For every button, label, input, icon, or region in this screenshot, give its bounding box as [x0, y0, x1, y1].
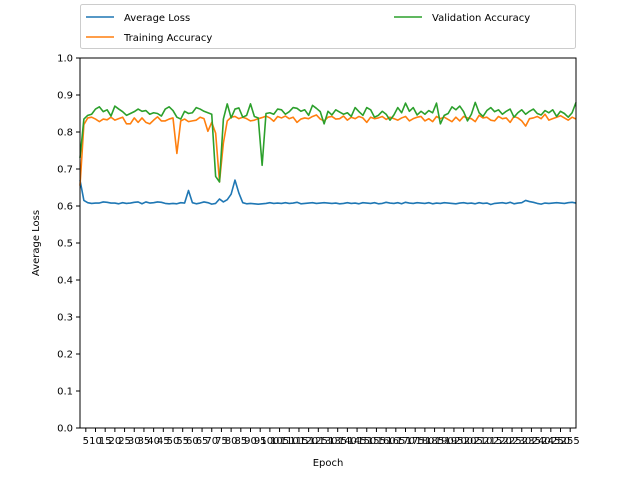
x-tick-label: 215	[483, 436, 502, 447]
y-tick-label: 0.0	[57, 424, 73, 435]
x-tick-label: 105	[270, 436, 289, 447]
y-tick-label: 1.0	[57, 54, 73, 65]
x-tick-label: 235	[522, 436, 541, 447]
x-tick-label: 150	[357, 436, 376, 447]
x-tick-label: 180	[415, 436, 434, 447]
series-line-validation-accuracy	[79, 101, 577, 183]
x-tick-label: 120	[299, 436, 318, 447]
y-tick-label: 0.6	[57, 202, 73, 213]
y-tick-label: 0.3	[57, 313, 73, 324]
x-tick-label: 115	[289, 436, 308, 447]
plot-frame	[79, 57, 577, 429]
x-tick-label: 165	[386, 436, 405, 447]
x-tick-label: 10	[89, 436, 102, 447]
x-tick-label: 250	[551, 436, 570, 447]
y-tick-label: 0.8	[57, 128, 73, 139]
x-axis-ticks: 5 101520253035404550556065707580859095100…	[83, 428, 580, 447]
x-tick-label: 175	[406, 436, 425, 447]
x-tick-label: 15	[99, 436, 112, 447]
x-tick-label: 25	[118, 436, 131, 447]
x-tick-label: 185	[425, 436, 444, 447]
x-tick-label: 65	[196, 436, 209, 447]
x-tick-label: 60	[186, 436, 199, 447]
x-tick-label: 240	[532, 436, 551, 447]
y-axis-ticks: 0.0 0.1 0.2 0.3 0.4 0.5 0.6 0.7 0.8 0.9 1.0	[57, 54, 80, 435]
x-tick-label: 190	[435, 436, 454, 447]
x-tick-label: 80	[225, 436, 238, 447]
x-tick-label: 225	[503, 436, 522, 447]
x-tick-label: 100	[260, 436, 279, 447]
x-tick-label: 75	[215, 436, 228, 447]
legend-entry-validation-accuracy: Validation Accuracy	[432, 13, 530, 24]
y-tick-label: 0.2	[57, 350, 73, 361]
x-tick-label: 245	[541, 436, 560, 447]
y-tick-label: 0.7	[57, 165, 73, 176]
x-tick-label: 135	[328, 436, 347, 447]
y-axis-label: Average Loss	[31, 210, 42, 276]
x-tick-label: 195	[444, 436, 463, 447]
x-tick-label: 140	[338, 436, 357, 447]
x-tick-label: 205	[464, 436, 483, 447]
series-line-average-loss	[79, 179, 577, 206]
x-tick-label: 50	[167, 436, 180, 447]
x-tick-label: 170	[396, 436, 415, 447]
x-tick-label: 125	[309, 436, 328, 447]
series-line-training-accuracy	[79, 113, 577, 186]
x-tick-label: 160	[377, 436, 396, 447]
x-tick-label: 210	[473, 436, 492, 447]
y-tick-label: 0.1	[57, 387, 73, 398]
x-tick-label: 55	[176, 436, 189, 447]
legend-entry-training-accuracy: Training Accuracy	[123, 33, 212, 44]
legend-entry-average-loss: Average Loss	[124, 13, 190, 24]
x-tick-label: 45	[157, 436, 170, 447]
y-tick-label: 0.4	[57, 276, 73, 287]
x-tick-label: 40	[147, 436, 160, 447]
x-tick-label: 200	[454, 436, 473, 447]
y-tick-label: 0.5	[57, 239, 73, 250]
x-tick-label: 220	[493, 436, 512, 447]
x-tick-label: 145	[348, 436, 367, 447]
series-layer	[79, 101, 577, 206]
x-axis-label: Epoch	[313, 458, 344, 469]
x-tick-label: 90	[244, 436, 257, 447]
x-tick-label: 20	[109, 436, 122, 447]
x-tick-label: 110	[280, 436, 299, 447]
x-tick-label: 85	[234, 436, 247, 447]
x-tick-label: 130	[318, 436, 337, 447]
x-tick-label: 255	[561, 436, 580, 447]
x-tick-label: 70	[205, 436, 218, 447]
x-tick-label: 30	[128, 436, 141, 447]
x-tick-label: 5	[83, 436, 89, 447]
y-tick-label: 0.9	[57, 91, 73, 102]
x-tick-label: 35	[138, 436, 151, 447]
legend: Average Loss Training Accuracy Validatio…	[80, 4, 576, 49]
x-tick-label: 155	[367, 436, 386, 447]
x-tick-label: 230	[512, 436, 531, 447]
x-tick-label: 95	[254, 436, 267, 447]
